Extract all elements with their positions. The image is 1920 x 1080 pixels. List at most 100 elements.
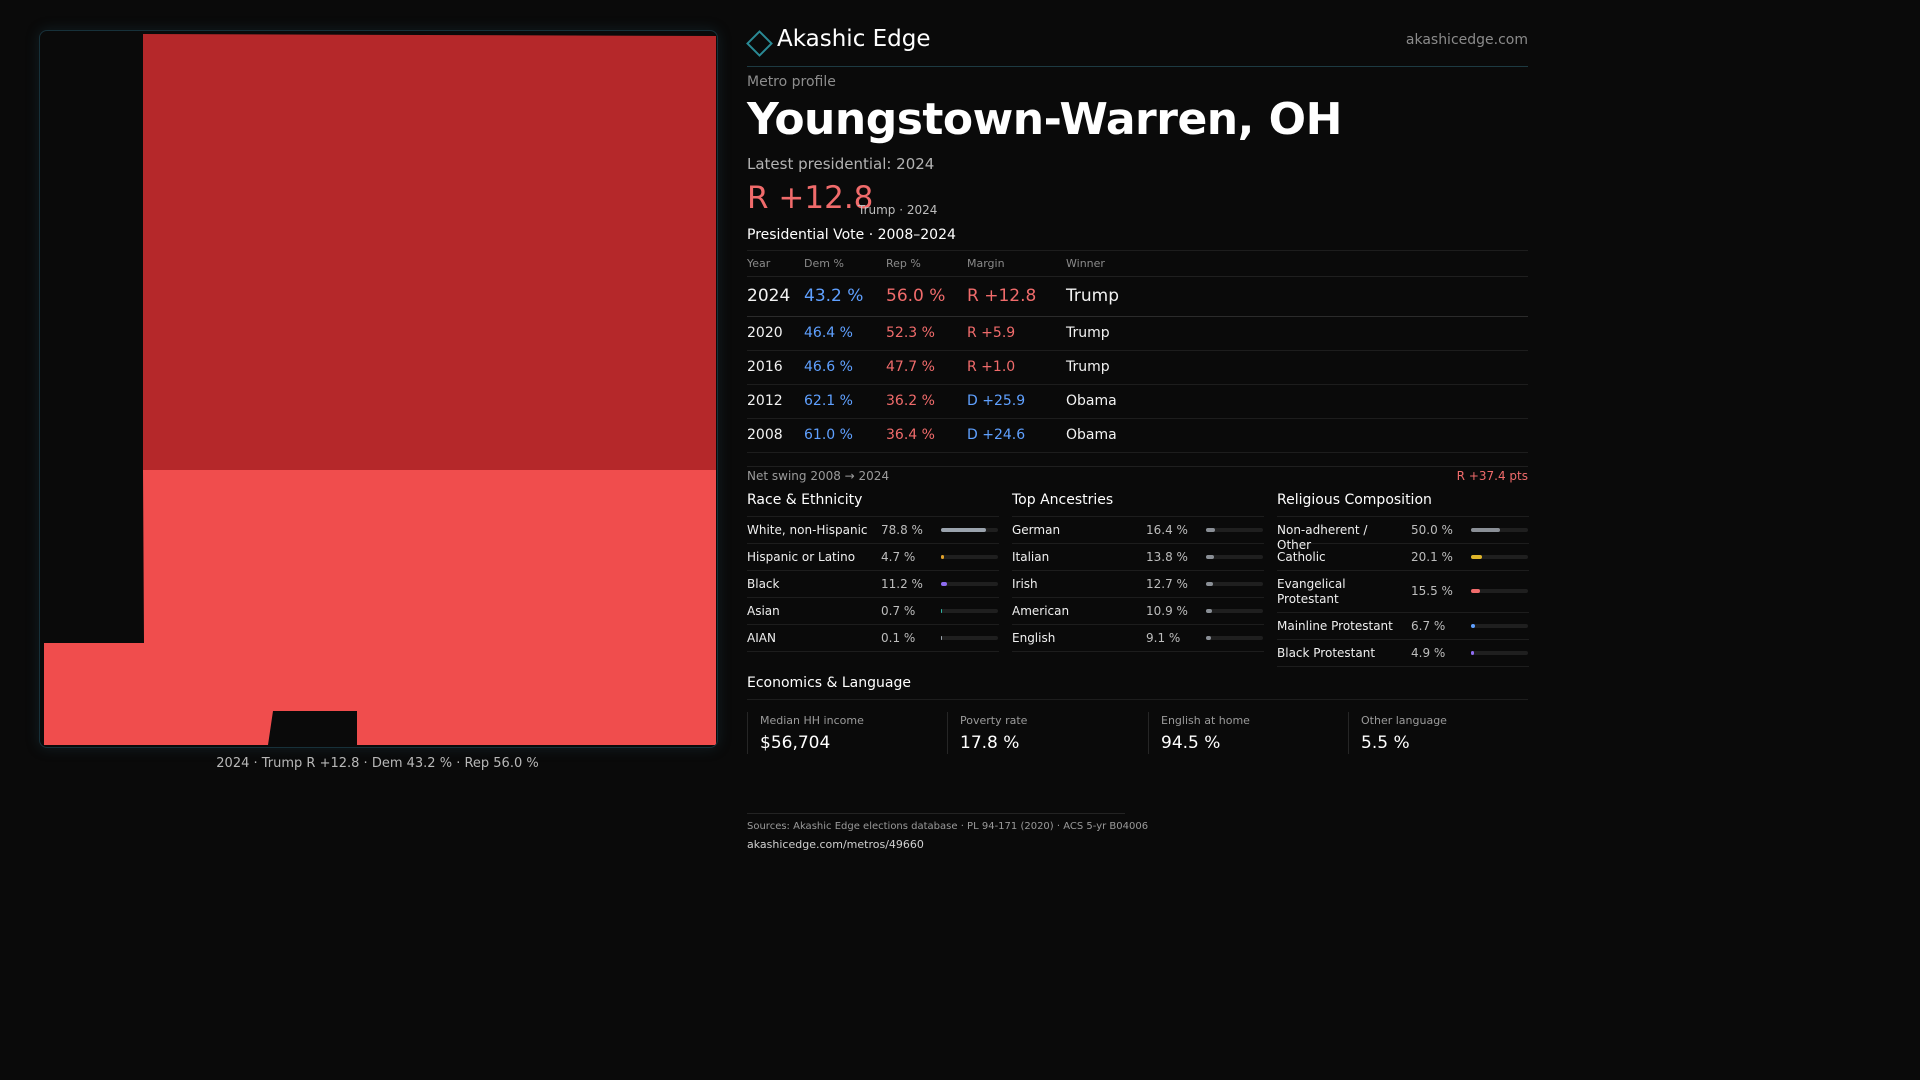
col-dem: Dem % bbox=[804, 257, 844, 270]
item-pct: 11.2 % bbox=[881, 577, 923, 591]
row-dem: 46.6 % bbox=[804, 359, 853, 375]
row-dem: 62.1 % bbox=[804, 393, 853, 409]
item-bar-fill bbox=[941, 609, 942, 613]
stat-value: 17.8 % bbox=[960, 733, 1020, 753]
list-item: Black 11.2 % bbox=[747, 571, 999, 598]
item-label: AIAN bbox=[747, 631, 776, 645]
item-bar bbox=[941, 528, 998, 532]
item-label: Hispanic or Latino bbox=[747, 550, 856, 564]
item-bar bbox=[941, 636, 998, 640]
item-pct: 0.1 % bbox=[881, 631, 916, 645]
item-label: Black bbox=[747, 577, 780, 591]
net-swing-value: R +37.4 pts bbox=[1456, 469, 1528, 483]
list-item: Italian 13.8 % bbox=[1012, 544, 1264, 571]
row-year: 2020 bbox=[747, 325, 783, 341]
net-swing: Net swing 2008 → 2024 R +37.4 pts bbox=[747, 466, 1528, 485]
item-pct: 13.8 % bbox=[1146, 550, 1188, 564]
row-year: 2024 bbox=[747, 286, 791, 306]
race-section: Race & Ethnicity White, non-Hispanic 78.… bbox=[747, 492, 999, 652]
item-pct: 9.1 % bbox=[1146, 631, 1181, 645]
list-item: Black Protestant 4.9 % bbox=[1277, 640, 1529, 667]
page-kicker: Metro profile bbox=[747, 74, 836, 90]
item-bar-fill bbox=[1206, 582, 1214, 586]
item-bar bbox=[941, 555, 998, 559]
stat-card-median-income: Median HH income $56,704 bbox=[747, 712, 933, 754]
item-bar-fill bbox=[1206, 636, 1212, 640]
item-pct: 12.7 % bbox=[1146, 577, 1188, 591]
item-label: Catholic bbox=[1277, 550, 1326, 564]
row-winner: Obama bbox=[1066, 427, 1117, 443]
col-winner: Winner bbox=[1066, 257, 1105, 270]
row-rep: 52.3 % bbox=[886, 325, 935, 341]
row-rep: 56.0 % bbox=[886, 286, 946, 306]
table-row: 2012 62.1 % 36.2 % D +25.9 Obama bbox=[747, 385, 1528, 419]
stat-value: 5.5 % bbox=[1361, 733, 1410, 753]
row-year: 2012 bbox=[747, 393, 783, 409]
item-pct: 0.7 % bbox=[881, 604, 916, 618]
sources-footer: Sources: Akashic Edge elections database… bbox=[747, 813, 1148, 851]
row-winner: Trump bbox=[1066, 286, 1120, 306]
item-pct: 4.9 % bbox=[1411, 646, 1446, 660]
col-rep: Rep % bbox=[886, 257, 921, 270]
stat-label: Other language bbox=[1361, 714, 1447, 727]
list-item: AIAN 0.1 % bbox=[747, 625, 999, 652]
sources-link[interactable]: akashicedge.com/metros/49660 bbox=[747, 838, 924, 851]
item-bar bbox=[1471, 555, 1528, 559]
vote-table: Year Dem % Rep % Margin Winner 2024 43.2… bbox=[747, 250, 1528, 453]
item-bar-fill bbox=[1471, 555, 1483, 559]
list-item: Evangelical Protestant 15.5 % bbox=[1277, 571, 1529, 613]
item-label: Non-adherent / Other bbox=[1277, 523, 1368, 552]
item-bar-fill bbox=[1206, 555, 1214, 559]
row-dem: 46.4 % bbox=[804, 325, 853, 341]
item-bar bbox=[1471, 651, 1528, 655]
economics-title: Economics & Language bbox=[747, 675, 1528, 700]
item-label: Asian bbox=[747, 604, 780, 618]
row-dem: 43.2 % bbox=[804, 286, 864, 306]
item-bar bbox=[1206, 636, 1263, 640]
row-margin: R +12.8 bbox=[967, 286, 1037, 306]
stat-label: English at home bbox=[1161, 714, 1250, 727]
item-bar bbox=[941, 609, 998, 613]
row-rep: 36.2 % bbox=[886, 393, 935, 409]
stat-value: 94.5 % bbox=[1161, 733, 1221, 753]
item-bar bbox=[1206, 555, 1263, 559]
row-dem: 61.0 % bbox=[804, 427, 853, 443]
ancestry-section: Top Ancestries German 16.4 % Italian 13.… bbox=[1012, 492, 1264, 652]
net-swing-label: Net swing 2008 → 2024 bbox=[747, 469, 890, 483]
col-margin: Margin bbox=[967, 257, 1005, 270]
item-bar bbox=[1206, 528, 1263, 532]
list-item: Mainline Protestant 6.7 % bbox=[1277, 613, 1529, 640]
row-rep: 47.7 % bbox=[886, 359, 935, 375]
brand-url[interactable]: akashicedge.com bbox=[1405, 32, 1528, 48]
item-bar-fill bbox=[1471, 651, 1474, 655]
county-map-svg[interactable] bbox=[40, 31, 717, 747]
row-margin: D +25.9 bbox=[967, 393, 1026, 409]
county-south[interactable] bbox=[44, 470, 716, 745]
metro-map[interactable] bbox=[39, 30, 718, 748]
row-margin: D +24.6 bbox=[967, 427, 1026, 443]
item-label: Evangelical Protestant bbox=[1277, 577, 1346, 606]
headline-margin: R +12.8 bbox=[747, 180, 874, 216]
religion-section: Religious Composition Non-adherent / Oth… bbox=[1277, 492, 1529, 667]
ancestry-title: Top Ancestries bbox=[1012, 492, 1264, 517]
stat-card-other-language: Other language 5.5 % bbox=[1348, 712, 1534, 754]
stat-label: Poverty rate bbox=[960, 714, 1028, 727]
item-pct: 78.8 % bbox=[881, 523, 923, 537]
stat-card-poverty: Poverty rate 17.8 % bbox=[947, 712, 1133, 754]
item-label: English bbox=[1012, 631, 1056, 645]
brand-name: Akashic Edge bbox=[777, 26, 931, 52]
row-year: 2016 bbox=[747, 359, 783, 375]
item-bar bbox=[1471, 528, 1528, 532]
item-bar-fill bbox=[941, 636, 942, 640]
stat-card-english: English at home 94.5 % bbox=[1148, 712, 1334, 754]
list-item: Catholic 20.1 % bbox=[1277, 544, 1529, 571]
item-pct: 10.9 % bbox=[1146, 604, 1188, 618]
latest-presidential-label: Latest presidential: 2024 bbox=[747, 155, 935, 173]
item-label: German bbox=[1012, 523, 1061, 537]
row-rep: 36.4 % bbox=[886, 427, 935, 443]
brand-logo-icon bbox=[746, 30, 773, 57]
item-bar-fill bbox=[1471, 589, 1480, 593]
county-north[interactable] bbox=[143, 34, 716, 470]
item-pct: 50.0 % bbox=[1411, 523, 1453, 537]
item-label: White, non-Hispanic bbox=[747, 523, 868, 537]
